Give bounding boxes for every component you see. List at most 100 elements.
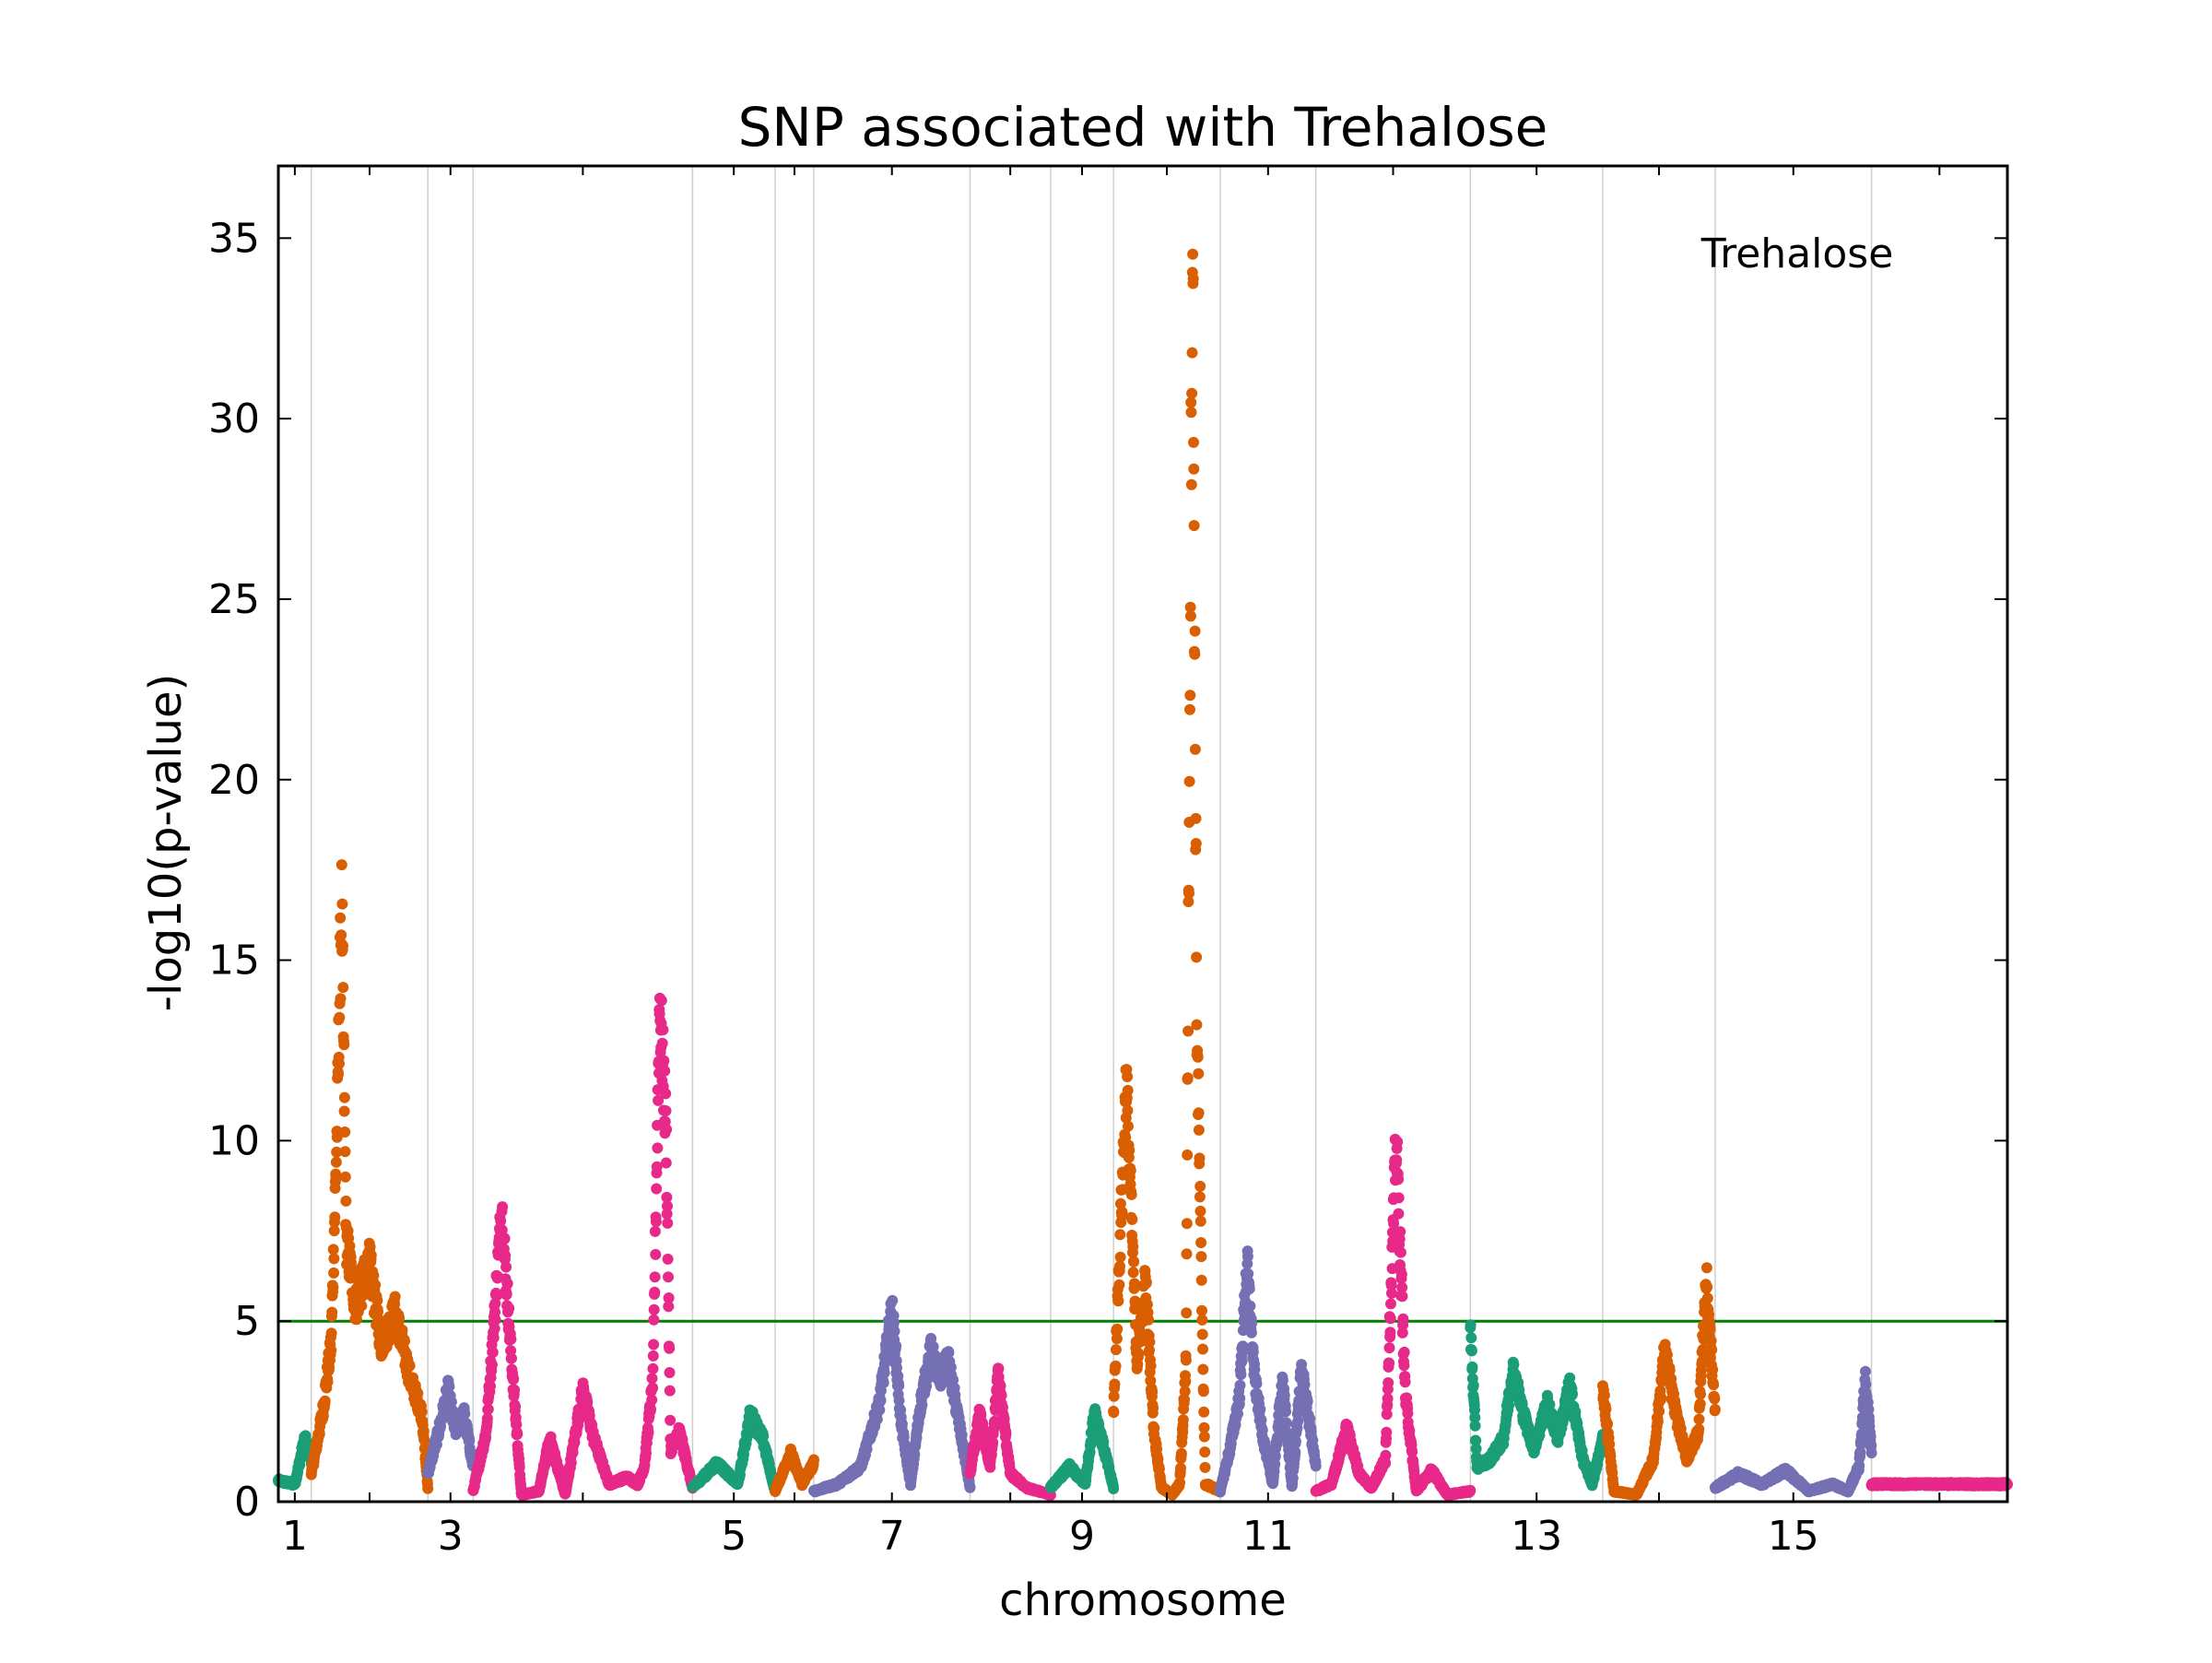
snp-point bbox=[331, 1173, 342, 1184]
snp-point bbox=[1182, 1248, 1193, 1259]
snp-point bbox=[1394, 1192, 1405, 1203]
snp-point bbox=[1193, 1052, 1204, 1063]
snp-point bbox=[1112, 1295, 1124, 1306]
snp-point bbox=[1257, 1424, 1268, 1435]
snp-point bbox=[1001, 1429, 1012, 1440]
snp-point bbox=[1126, 1214, 1137, 1225]
snp-point bbox=[1188, 437, 1199, 448]
snp-point bbox=[1190, 744, 1201, 755]
snp-point bbox=[422, 1483, 433, 1494]
snp-point bbox=[1122, 1105, 1133, 1116]
snp-point bbox=[1384, 1342, 1395, 1353]
snp-point bbox=[1385, 1313, 1396, 1324]
snp-point bbox=[336, 899, 347, 910]
snp-point bbox=[1400, 1376, 1411, 1387]
snp-point bbox=[808, 1455, 819, 1466]
snp-point bbox=[1302, 1396, 1313, 1407]
snp-point bbox=[1380, 1450, 1391, 1461]
snp-point bbox=[657, 1024, 668, 1035]
snp-point bbox=[326, 1307, 337, 1318]
snp-point bbox=[1111, 1361, 1122, 1372]
snp-point bbox=[1567, 1388, 1578, 1399]
snp-point bbox=[1384, 1327, 1395, 1338]
snp-point bbox=[333, 1068, 344, 1079]
snp-point bbox=[325, 1345, 336, 1356]
snp-point bbox=[1186, 479, 1197, 490]
snp-point bbox=[643, 1427, 654, 1438]
snp-point bbox=[488, 1347, 499, 1358]
snp-point bbox=[1385, 1298, 1396, 1309]
snp-point bbox=[1183, 888, 1194, 899]
snp-point bbox=[1191, 838, 1202, 849]
snp-point bbox=[665, 1386, 676, 1397]
snp-point bbox=[487, 1360, 498, 1371]
snp-point bbox=[340, 1172, 351, 1183]
snp-point bbox=[1300, 1379, 1311, 1390]
snp-point bbox=[874, 1405, 885, 1416]
snp-point bbox=[1184, 776, 1195, 787]
snp-point bbox=[1244, 1283, 1255, 1294]
snp-point bbox=[327, 1282, 338, 1293]
snp-point bbox=[893, 1380, 904, 1391]
snp-point bbox=[1189, 520, 1200, 531]
snp-point bbox=[334, 1058, 345, 1069]
snp-point bbox=[648, 1315, 659, 1326]
snp-point bbox=[652, 1142, 663, 1153]
snp-point bbox=[1199, 1432, 1210, 1443]
snp-point bbox=[390, 1291, 401, 1303]
snp-point bbox=[1186, 407, 1197, 418]
snp-point bbox=[1194, 1107, 1205, 1118]
snp-point bbox=[1184, 704, 1195, 715]
snp-point bbox=[890, 1340, 901, 1351]
snp-point bbox=[502, 1279, 513, 1290]
snp-point bbox=[1187, 249, 1198, 260]
snp-point bbox=[647, 1373, 658, 1384]
snp-point bbox=[506, 1353, 517, 1364]
snp-point bbox=[1191, 813, 1202, 824]
snp-point bbox=[656, 995, 667, 1006]
snp-point bbox=[649, 1304, 660, 1315]
snp-point bbox=[1194, 1191, 1206, 1202]
snp-point bbox=[1254, 1404, 1265, 1415]
snp-point bbox=[1144, 1337, 1155, 1348]
snp-point bbox=[650, 1249, 661, 1260]
snp-point bbox=[328, 1253, 339, 1264]
snp-point bbox=[1198, 1407, 1209, 1418]
snp-point bbox=[1391, 1154, 1402, 1165]
snp-point bbox=[1188, 273, 1199, 284]
snp-point bbox=[500, 1233, 511, 1244]
snp-point bbox=[1393, 1174, 1404, 1185]
snp-point bbox=[1381, 1427, 1392, 1438]
snp-point bbox=[1394, 1226, 1406, 1237]
snp-point bbox=[336, 859, 347, 870]
snp-point bbox=[1234, 1393, 1245, 1404]
snp-point bbox=[1146, 1361, 1157, 1372]
snp-point bbox=[1180, 1376, 1191, 1387]
snp-point bbox=[1126, 1189, 1137, 1200]
snp-point bbox=[497, 1201, 508, 1212]
snp-point bbox=[1143, 1315, 1154, 1326]
snp-point bbox=[501, 1289, 512, 1300]
snp-point bbox=[1108, 1483, 1119, 1494]
snp-point bbox=[1191, 951, 1202, 962]
snp-point bbox=[1112, 1324, 1123, 1335]
snp-point bbox=[337, 940, 348, 951]
snp-point bbox=[1465, 1319, 1477, 1330]
snp-point bbox=[1195, 1251, 1206, 1262]
snp-point bbox=[503, 1303, 514, 1314]
snp-point bbox=[1395, 1247, 1406, 1258]
snp-point bbox=[1199, 1446, 1210, 1457]
snp-point bbox=[1127, 1241, 1138, 1252]
snp-point bbox=[1197, 1364, 1208, 1375]
snp-point bbox=[1392, 1137, 1403, 1148]
snp-point bbox=[1182, 1072, 1194, 1083]
snp-point bbox=[1393, 1209, 1404, 1220]
snp-point bbox=[662, 1200, 673, 1211]
snp-point bbox=[665, 1415, 676, 1426]
snp-point bbox=[1175, 1463, 1186, 1474]
snp-point bbox=[329, 1211, 340, 1222]
snp-point bbox=[1237, 1356, 1248, 1367]
snp-point bbox=[1193, 1068, 1204, 1079]
snp-point bbox=[645, 1404, 656, 1415]
snp-point bbox=[889, 1326, 900, 1337]
